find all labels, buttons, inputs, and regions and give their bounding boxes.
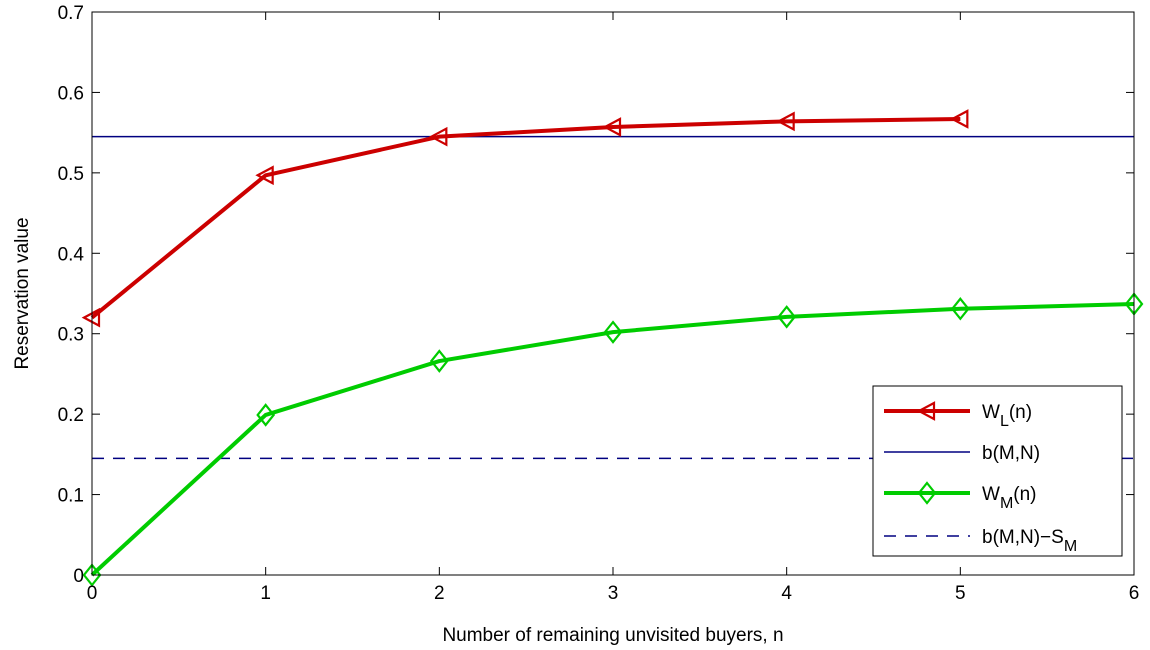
- x-tick-label: 1: [260, 583, 271, 604]
- y-tick-label: 0.2: [58, 405, 84, 426]
- data-point-wl: [428, 126, 448, 147]
- data-point-wl: [255, 165, 274, 186]
- legend-marker-wl: [916, 401, 936, 421]
- data-point-wm: [256, 403, 276, 427]
- x-axis-label: Number of remaining unvisited buyers, n: [442, 625, 783, 646]
- data-point-wl: [776, 111, 795, 132]
- x-tick-label: 2: [434, 583, 445, 604]
- data-point-wm: [82, 563, 102, 587]
- x-tick-label: 6: [1129, 583, 1140, 604]
- legend: WL(n) b(M,N) WM(n) b(M,N)−SM: [872, 385, 1123, 557]
- y-tick-label: 0: [73, 566, 84, 587]
- legend-box: [872, 385, 1123, 557]
- legend-label-wm: WM(n): [982, 484, 1037, 512]
- data-point-wm: [603, 320, 623, 344]
- axis-ticks: 0 1 2 3 4 5 6 0 0.1 0.2 0.3 0.4 0.5 0.6 0.7: [58, 3, 1140, 604]
- legend-label-bs: b(M,N)−SM: [982, 527, 1077, 555]
- data-point-wm: [777, 305, 797, 329]
- y-tick-label: 0.6: [58, 83, 84, 104]
- legend-label-b: b(M,N): [982, 443, 1040, 464]
- data-point-wm: [950, 297, 970, 321]
- x-tick-label: 0: [87, 583, 98, 604]
- x-tick-label: 3: [608, 583, 619, 604]
- legend-label-wl: WL(n): [982, 402, 1032, 430]
- data-point-wl: [949, 109, 969, 129]
- y-tick-label: 0.5: [58, 164, 84, 185]
- legend-marker-wm: [917, 481, 937, 505]
- x-tick-label: 4: [781, 583, 792, 604]
- y-axis-label: Reservation value: [12, 217, 33, 369]
- y-tick-label: 0.3: [58, 325, 84, 346]
- y-tick-label: 0.4: [58, 244, 85, 265]
- x-tick-label: 5: [955, 583, 966, 604]
- y-tick-label: 0.7: [58, 3, 84, 24]
- y-tick-label: 0.1: [58, 486, 84, 507]
- data-point-wl: [602, 117, 622, 137]
- series-line-wl: [90, 116, 961, 320]
- series-lines: [90, 116, 1135, 577]
- data-point-wm: [429, 349, 449, 373]
- series-line-wm: [90, 301, 1135, 577]
